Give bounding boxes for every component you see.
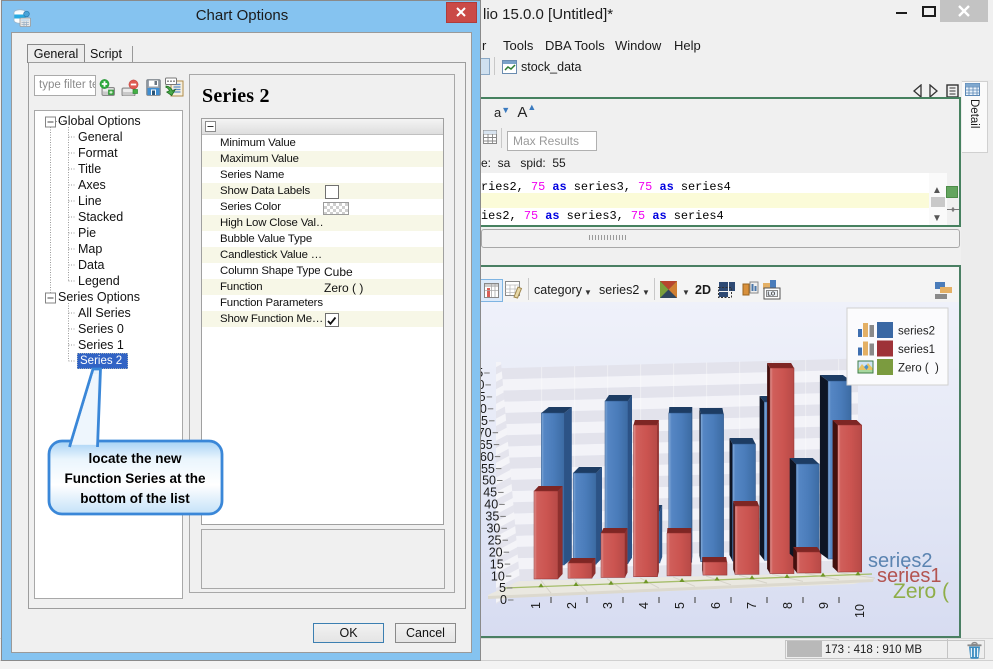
svg-text:3: 3 [601, 602, 615, 609]
svg-text:20: 20 [489, 545, 503, 559]
svg-text:45: 45 [483, 486, 497, 500]
svg-text:75: 75 [480, 414, 488, 428]
svg-text:80: 80 [480, 402, 487, 416]
svg-text:90: 90 [480, 378, 484, 392]
svg-text:85: 85 [480, 390, 486, 404]
svg-text:series1: series1 [898, 344, 935, 356]
svg-text:Zero ( ): Zero ( ) [898, 363, 939, 375]
svg-text:10: 10 [853, 604, 867, 618]
svg-text:10: 10 [491, 569, 505, 583]
svg-text:locate the new: locate the new [88, 451, 182, 466]
svg-text:4: 4 [637, 602, 651, 609]
svg-text:series2: series2 [868, 550, 932, 572]
svg-text:9: 9 [817, 602, 831, 609]
svg-text:95: 95 [480, 366, 483, 380]
svg-text:bottom of the list: bottom of the list [80, 491, 190, 506]
svg-text:5: 5 [673, 602, 687, 609]
svg-text:35: 35 [485, 510, 499, 524]
svg-text:50: 50 [482, 474, 496, 488]
svg-text:8: 8 [781, 602, 795, 609]
svg-text:7: 7 [745, 602, 759, 609]
svg-text:30: 30 [486, 522, 500, 536]
svg-text:LO: LO [768, 292, 776, 298]
svg-text:55: 55 [481, 462, 495, 476]
svg-text:65: 65 [480, 438, 493, 452]
svg-text:15: 15 [490, 557, 504, 571]
svg-text:70: 70 [480, 426, 492, 440]
svg-text:5: 5 [499, 581, 506, 595]
svg-text:1: 1 [529, 602, 543, 609]
svg-text:series1: series1 [877, 565, 941, 587]
svg-text:Function Series at the: Function Series at the [64, 471, 206, 486]
svg-text:Zero (: Zero ( [893, 580, 949, 603]
svg-text:6: 6 [709, 602, 723, 609]
svg-text:0: 0 [500, 593, 507, 607]
svg-text:series2: series2 [898, 326, 935, 338]
svg-text:2: 2 [565, 602, 579, 609]
svg-text:25: 25 [488, 533, 502, 547]
svg-text:40: 40 [484, 498, 498, 512]
svg-text:60: 60 [480, 450, 494, 464]
